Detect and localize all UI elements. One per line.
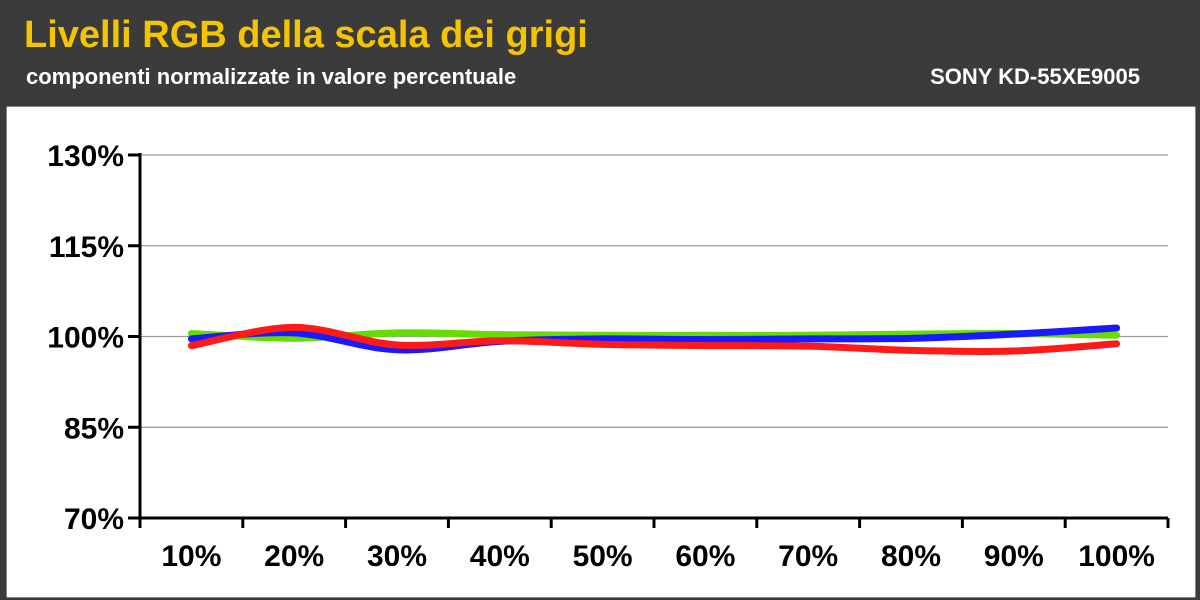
x-tick-label: 100% (1078, 540, 1155, 573)
x-tick-label: 90% (984, 540, 1044, 573)
y-tick-label: 130% (47, 140, 124, 173)
series-lines (187, 323, 1121, 356)
y-tick-label: 85% (64, 412, 124, 445)
x-tick-label: 40% (470, 540, 530, 573)
y-tick-label: 100% (47, 322, 124, 355)
x-tick-label: 10% (161, 540, 221, 573)
x-tick-label: 50% (573, 540, 633, 573)
x-tick-label: 20% (264, 540, 324, 573)
grid-lines (140, 154, 1168, 428)
chart-header: Livelli RGB della scala dei grigi compon… (0, 0, 1200, 100)
x-tick-label: 80% (881, 540, 941, 573)
chart-title: Livelli RGB della scala dei grigi (24, 14, 588, 56)
y-tick-label: 115% (49, 231, 124, 264)
series-line-blue (187, 324, 1121, 354)
y-tick-label: 70% (64, 503, 124, 536)
chart-subtitle: componenti normalizzate in valore percen… (26, 64, 517, 89)
x-tick-label: 60% (675, 540, 735, 573)
axes (128, 153, 1170, 528)
device-model-label: SONY KD-55XE9005 (930, 64, 1140, 89)
series-line-red (187, 323, 1121, 356)
tick-labels: 70% 85% 100% 115% 130% 10% 20% 30% 40% 50% 60% 70% 8… (47, 140, 1155, 573)
x-tick-label: 30% (367, 540, 427, 573)
x-tick-label: 70% (778, 540, 838, 573)
